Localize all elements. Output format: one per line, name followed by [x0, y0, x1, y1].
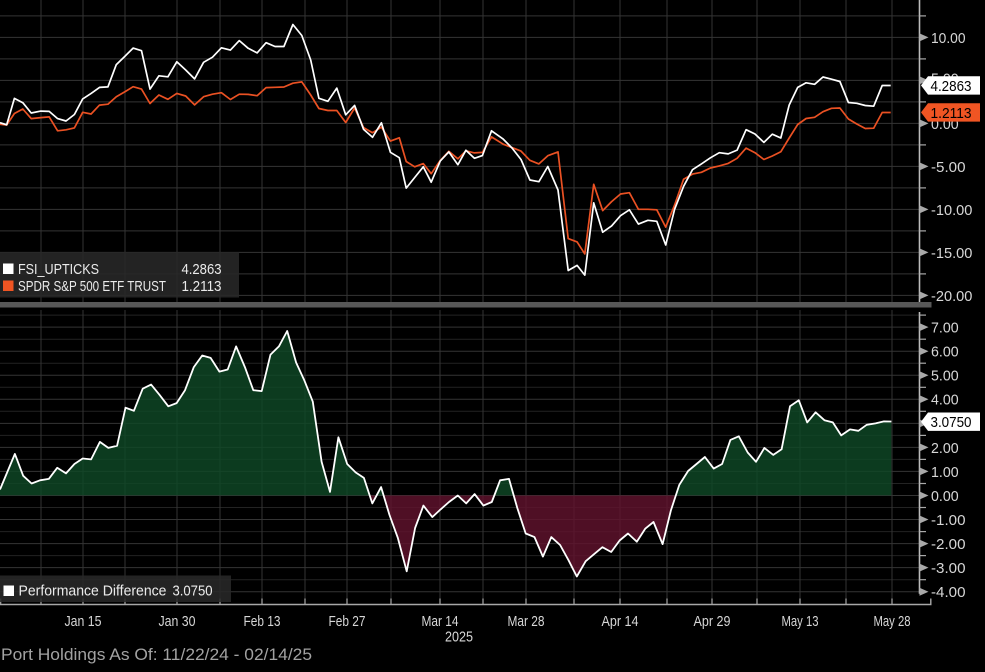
svg-text:1.2113: 1.2113	[182, 278, 222, 295]
svg-text:1.2113: 1.2113	[931, 105, 972, 122]
svg-text:1.00: 1.00	[931, 464, 959, 481]
svg-text:2.00: 2.00	[931, 440, 959, 457]
svg-text:10.00: 10.00	[931, 30, 966, 47]
svg-text:4.2863: 4.2863	[182, 261, 222, 278]
svg-text:May 28: May 28	[874, 613, 911, 630]
svg-text:Port Holdings As Of: 11/22/24: Port Holdings As Of: 11/22/24 - 02/14/25	[1, 646, 312, 664]
svg-text:-20.00: -20.00	[931, 288, 972, 305]
svg-text:Feb 27: Feb 27	[329, 613, 366, 630]
svg-text:-10.00: -10.00	[931, 202, 972, 219]
svg-text:Apr 29: Apr 29	[694, 613, 731, 630]
svg-text:SPDR S&P 500 ETF TRUST: SPDR S&P 500 ETF TRUST	[18, 278, 166, 295]
svg-text:-15.00: -15.00	[931, 245, 972, 262]
svg-text:Jan 30: Jan 30	[159, 613, 196, 630]
svg-text:-1.00: -1.00	[931, 512, 966, 529]
svg-text:-4.00: -4.00	[931, 584, 966, 601]
svg-text:Mar 28: Mar 28	[508, 613, 545, 630]
svg-text:Apr 14: Apr 14	[602, 613, 639, 630]
svg-text:Jan 15: Jan 15	[65, 613, 102, 630]
svg-text:Mar 14: Mar 14	[422, 613, 459, 630]
svg-text:4.2863: 4.2863	[931, 78, 972, 95]
svg-text:7.00: 7.00	[931, 320, 959, 337]
svg-text:-5.00: -5.00	[931, 159, 966, 176]
svg-text:FSI_UPTICKS: FSI_UPTICKS	[18, 261, 99, 278]
svg-text:4.00: 4.00	[931, 392, 959, 409]
svg-text:5.00: 5.00	[931, 368, 959, 385]
svg-text:2025: 2025	[445, 629, 473, 646]
svg-text:3.0750: 3.0750	[931, 414, 972, 431]
svg-text:6.00: 6.00	[931, 344, 959, 361]
svg-text:-2.00: -2.00	[931, 536, 966, 553]
svg-text:0.00: 0.00	[931, 488, 959, 505]
svg-text:Feb 13: Feb 13	[244, 613, 281, 630]
svg-text:-3.00: -3.00	[931, 560, 966, 577]
svg-text:3.0750: 3.0750	[173, 583, 213, 600]
svg-text:May 13: May 13	[782, 613, 819, 630]
svg-text:Performance Difference: Performance Difference	[19, 583, 167, 600]
